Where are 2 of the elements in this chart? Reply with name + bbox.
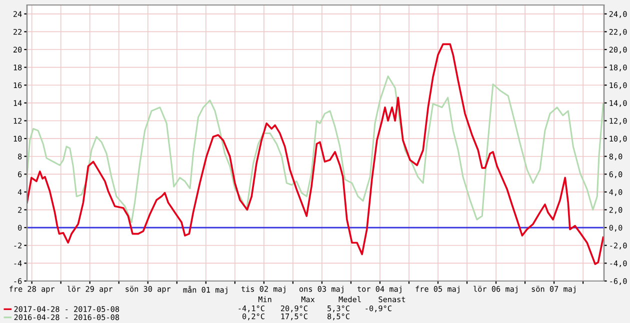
line-series (27, 75, 604, 224)
line-series (27, 43, 604, 265)
